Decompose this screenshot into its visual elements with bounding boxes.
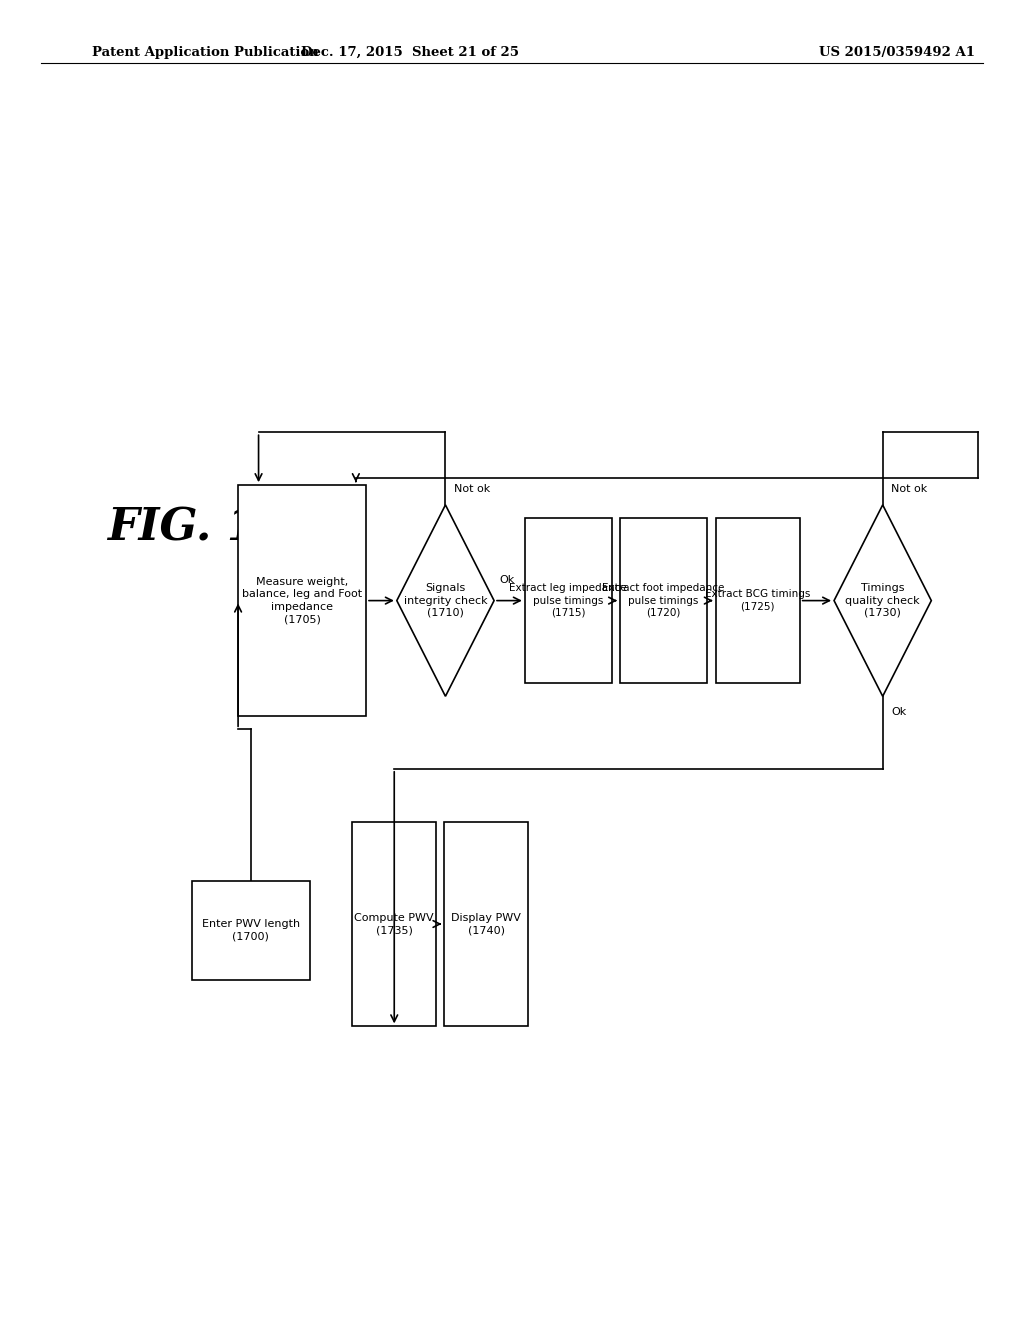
Text: Extract leg impedance
pulse timings
(1715): Extract leg impedance pulse timings (171… [510,583,627,618]
Bar [238,484,367,715]
Text: Measure weight,
balance, leg and Foot
impedance
(1705): Measure weight, balance, leg and Foot im… [242,577,362,624]
Bar [525,517,612,682]
Bar [716,517,800,682]
Text: US 2015/0359492 A1: US 2015/0359492 A1 [819,46,975,59]
Text: Signals
integrity check
(1710): Signals integrity check (1710) [403,583,487,618]
Bar [621,517,707,682]
Text: Display PWV
(1740): Display PWV (1740) [452,913,521,935]
Bar [444,821,528,1027]
Text: Ok: Ok [500,574,514,585]
Text: Ok: Ok [891,708,906,717]
Text: Extract BCG timings
(1725): Extract BCG timings (1725) [706,590,810,611]
Text: Extract foot impedance
pulse timings
(1720): Extract foot impedance pulse timings (17… [602,583,725,618]
Bar [352,821,436,1027]
Text: Not ok: Not ok [891,484,927,494]
Text: Enter PWV length
(1700): Enter PWV length (1700) [202,920,300,941]
Text: FIG. 17: FIG. 17 [108,507,290,549]
Text: Timings
quality check
(1730): Timings quality check (1730) [846,583,920,618]
Text: Patent Application Publication: Patent Application Publication [92,46,318,59]
Text: Not ok: Not ok [454,484,489,494]
Text: Compute PWV
(1735): Compute PWV (1735) [354,913,434,935]
Polygon shape [834,504,932,697]
Text: Dec. 17, 2015  Sheet 21 of 25: Dec. 17, 2015 Sheet 21 of 25 [301,46,518,59]
Polygon shape [397,504,494,697]
Bar [193,882,309,979]
